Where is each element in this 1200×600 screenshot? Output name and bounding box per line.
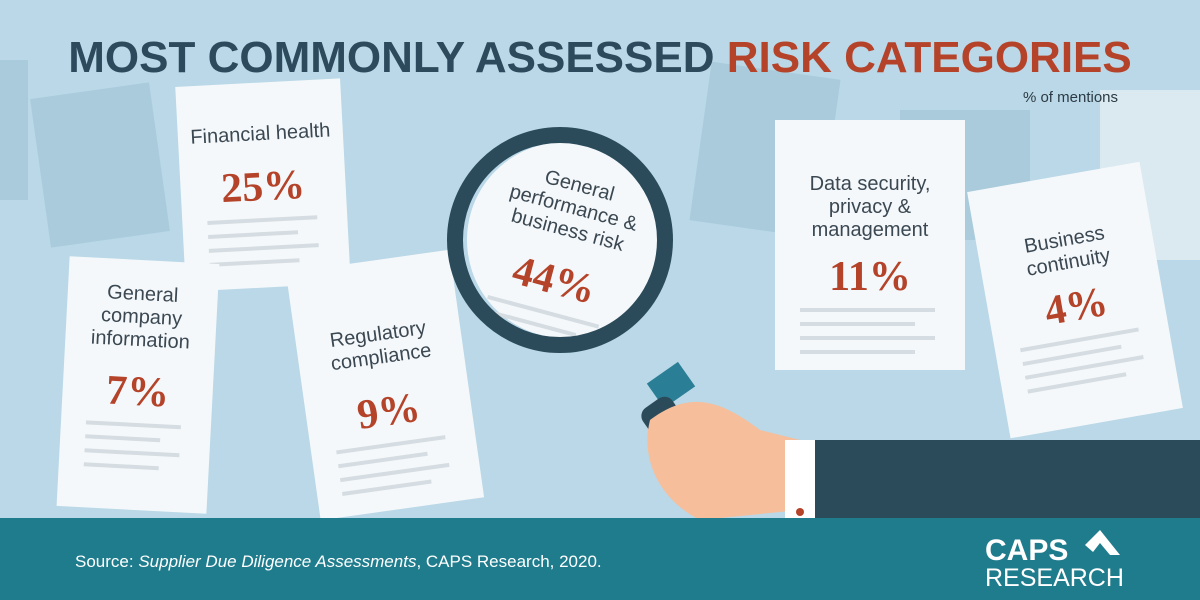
paper — [967, 161, 1183, 439]
text-line — [1020, 327, 1139, 353]
lens — [467, 142, 663, 338]
source-part: Source: — [75, 552, 134, 571]
text-line — [487, 294, 600, 329]
source-part: , CAPS Research, 2020. — [416, 552, 601, 571]
risk-label: Generalcompanyinformation — [90, 281, 192, 354]
magnifier — [447, 127, 1200, 522]
papers: Financial health25%Generalcompanyinforma… — [56, 78, 1183, 521]
logo: RESEARCH — [985, 564, 1124, 592]
title: MOST COMMONLY ASSESSED RISK CATEGORIES — [68, 33, 1132, 82]
footer-band — [0, 518, 1200, 600]
risk-value: 7% — [105, 367, 170, 416]
text-line — [208, 230, 299, 239]
paper — [775, 120, 965, 370]
text-line — [85, 434, 161, 443]
risk-value: 11% — [829, 254, 911, 300]
text-line — [341, 479, 432, 496]
text-line — [84, 448, 180, 458]
text-line — [85, 420, 181, 430]
subtitle: % of mentions — [1023, 89, 1118, 106]
risk-label-line: information — [90, 326, 190, 353]
risk-label-line: Data security, — [810, 173, 931, 195]
text-line — [207, 215, 318, 225]
text-line — [340, 462, 450, 483]
risk-label-line: management — [812, 219, 929, 241]
logo: CAPS — [985, 534, 1068, 567]
risk-value: 4% — [1041, 279, 1111, 335]
text-line — [208, 243, 319, 253]
title-part: RISK CATEGORIES — [727, 33, 1132, 82]
risk-label: Data security, privacy & management — [810, 173, 931, 241]
text-line — [1024, 355, 1144, 380]
text-line — [338, 451, 428, 469]
text-line — [83, 462, 159, 471]
risk-card: Data security, privacy & management 11% — [775, 120, 965, 370]
risk-label-line: privacy & — [829, 196, 912, 218]
risk-value: 9% — [354, 385, 423, 439]
paper — [285, 249, 485, 521]
risk-card: Generalcompanyinformation 7% — [56, 256, 220, 514]
source: Source: Supplier Due Diligence Assessmen… — [75, 552, 602, 571]
risk-label-line: company — [100, 304, 182, 330]
title-part: MOST COMMONLY ASSESSED — [68, 33, 714, 82]
text-line — [1022, 344, 1122, 367]
text-line — [483, 308, 577, 337]
risk-label-line: General — [107, 281, 179, 307]
source-part: Supplier Due Diligence Assessments — [138, 552, 417, 571]
text-line — [209, 258, 300, 267]
logo-mark — [1085, 530, 1120, 555]
text-line — [336, 435, 446, 455]
risk-value: 25% — [220, 162, 306, 212]
text-line — [1027, 372, 1127, 394]
